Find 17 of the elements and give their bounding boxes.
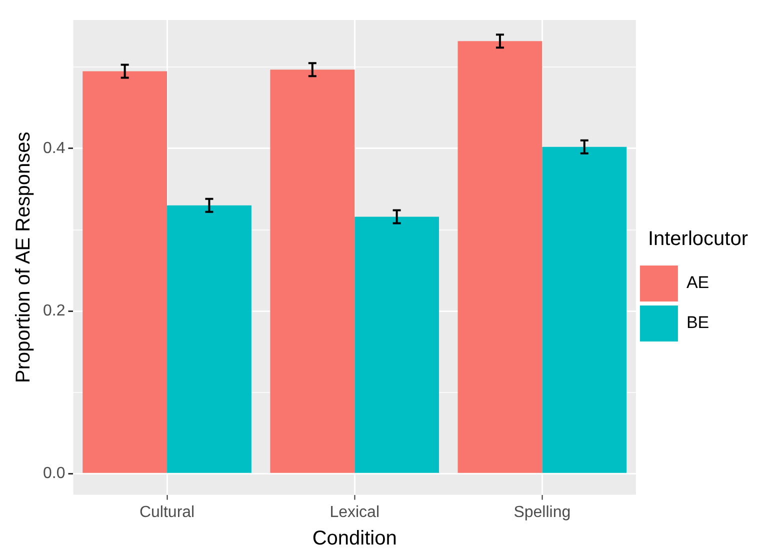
bar <box>458 41 542 473</box>
bar <box>82 71 168 473</box>
legend-label: AE <box>686 273 710 292</box>
bar <box>354 216 440 473</box>
y-tick-label: 0.0 <box>42 465 66 482</box>
y-axis-title: Proportion of AE Responses <box>12 132 35 384</box>
x-tick-label: Lexical <box>330 504 380 521</box>
bar <box>270 70 355 473</box>
x-tick-label: Spelling <box>514 504 571 521</box>
legend-label: BE <box>686 313 710 332</box>
y-tick-label: 0.4 <box>42 140 66 157</box>
x-tick-label: Cultural <box>139 504 195 521</box>
bar <box>167 205 252 473</box>
x-axis-title: Condition <box>312 528 397 550</box>
y-tick-label: 0.2 <box>42 302 66 320</box>
legend-title: Interlocutor <box>648 228 748 250</box>
bar <box>542 146 627 473</box>
